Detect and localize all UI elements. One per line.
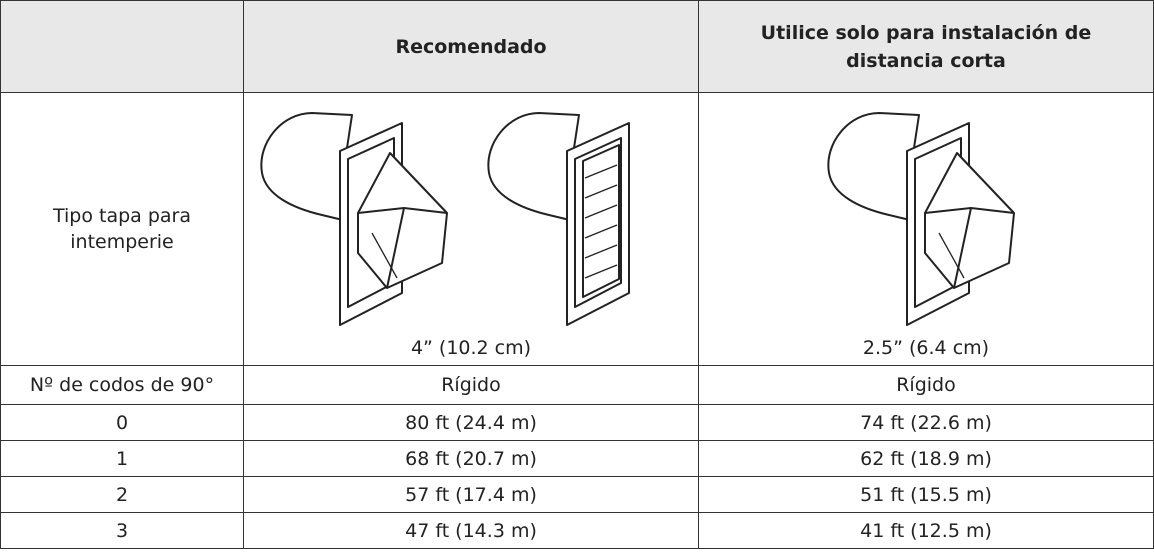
cell: 41 ft (12.5 m) [698, 512, 1154, 549]
data-row: 3 47 ft (14.3 m) 41 ft (12.5 m) [0, 512, 1154, 549]
vent-illustrations [244, 103, 699, 343]
cell: 62 ft (18.9 m) [698, 440, 1154, 477]
cell: 68 ft (20.7 m) [243, 440, 699, 477]
image-cell: 4” (10.2 cm) [243, 92, 699, 366]
cell: Nº de codos de 90° [0, 365, 244, 405]
cell: 57 ft (17.4 m) [243, 476, 699, 513]
image-cell: 2.5” (6.4 cm) [698, 92, 1154, 366]
header-row: Recomendado Utilice solo para instalació… [0, 0, 1154, 93]
cell: 0 [0, 404, 244, 441]
cell: 80 ft (24.4 m) [243, 404, 699, 441]
cell: 3 [0, 512, 244, 549]
vent-size: 4” (10.2 cm) [410, 337, 532, 359]
data-row: 1 68 ft (20.7 m) 62 ft (18.9 m) [0, 440, 1154, 477]
cell: Rígido [698, 365, 1154, 405]
cell: 1 [0, 440, 244, 477]
cell: Rígido [243, 365, 699, 405]
data-row: 0 80 ft (24.4 m) 74 ft (22.6 m) [0, 404, 1154, 441]
vent-row: Tipo tapa para intemperie 4” (10.2 cm) 2… [0, 92, 1154, 366]
cell: 74 ft (22.6 m) [698, 404, 1154, 441]
cell: 2 [0, 476, 244, 513]
vent-size: 2.5” (6.4 cm) [862, 337, 990, 359]
row-label: Tipo tapa para intemperie [0, 92, 244, 366]
header-cell: Recomendado [243, 0, 699, 93]
header-cell: Utilice solo para instalación de distanc… [698, 0, 1154, 93]
subheader-row: Nº de codos de 90° Rígido Rígido [0, 365, 1154, 405]
cell: 47 ft (14.3 m) [243, 512, 699, 549]
cell: 51 ft (15.5 m) [698, 476, 1154, 513]
header-cell [0, 0, 244, 93]
data-row: 2 57 ft (17.4 m) 51 ft (15.5 m) [0, 476, 1154, 513]
vent-illustration [699, 103, 1154, 343]
